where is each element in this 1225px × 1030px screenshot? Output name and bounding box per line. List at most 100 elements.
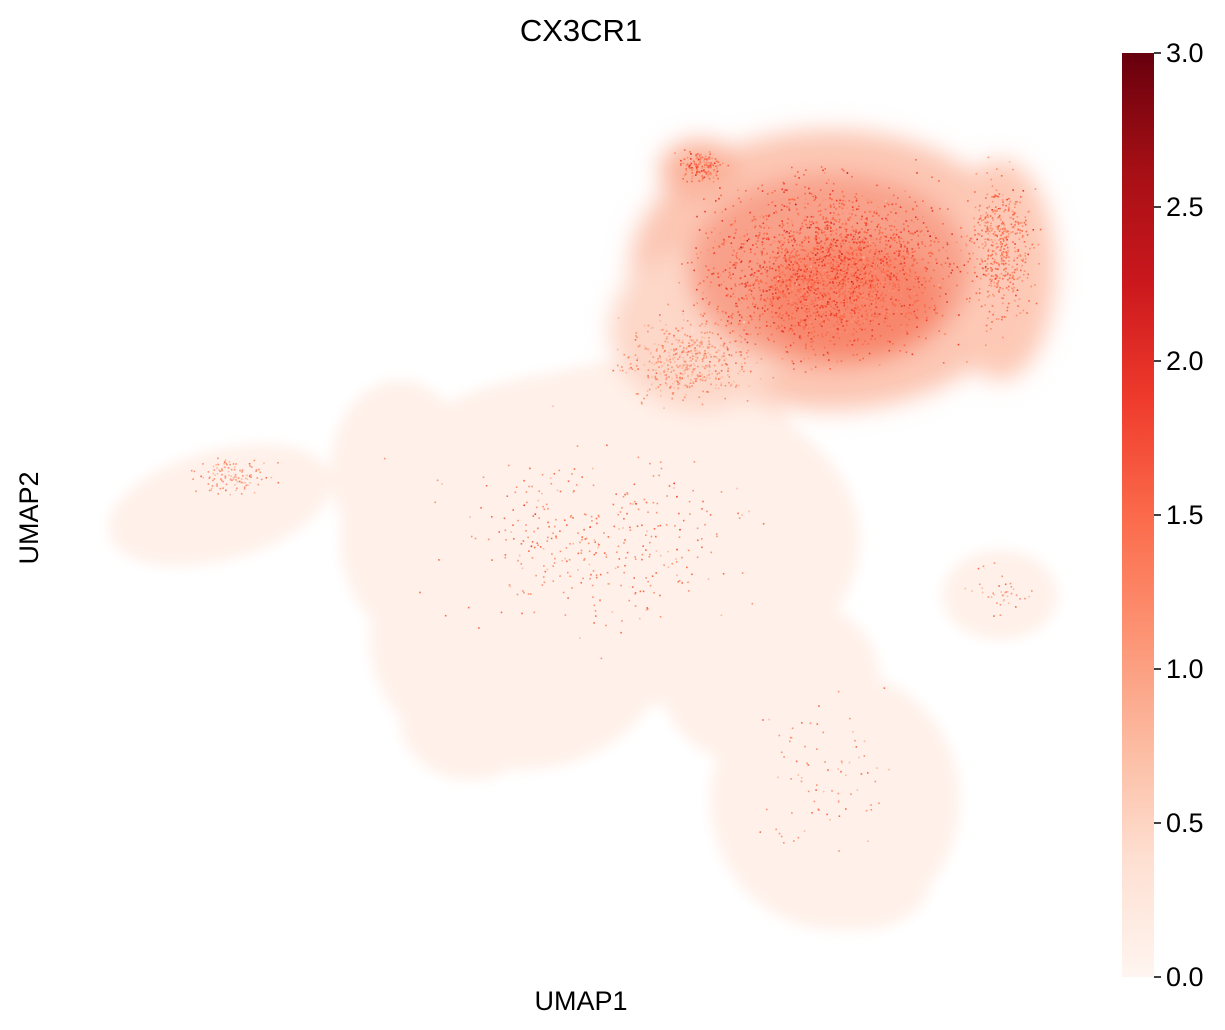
cell-point (804, 319, 806, 322)
cell-point (566, 524, 568, 526)
cell-point (701, 179, 704, 181)
cell-point (848, 287, 851, 290)
cell-point (817, 271, 820, 274)
cell-point (676, 574, 678, 577)
cell-point (797, 836, 800, 839)
cell-point (804, 250, 807, 252)
cell-point (1019, 276, 1021, 279)
cell-point (807, 281, 809, 283)
cell-point (704, 379, 707, 382)
cell-point (862, 322, 865, 325)
cell-point (864, 237, 867, 240)
cell-point (756, 240, 759, 242)
cell-point (839, 283, 842, 285)
cell-point (789, 288, 791, 290)
cell-point (893, 290, 895, 292)
cell-point (799, 287, 801, 290)
cell-point (860, 218, 863, 220)
cell-point (532, 515, 535, 517)
cell-point (675, 339, 677, 341)
cell-point (870, 239, 873, 241)
cell-point (645, 347, 647, 350)
cell-point (799, 232, 801, 234)
cell-point (491, 559, 493, 561)
cell-point (628, 599, 631, 602)
cell-point (781, 220, 783, 222)
cell-point (810, 255, 812, 257)
cell-point (922, 216, 924, 218)
cell-point (930, 277, 932, 280)
cell-point (799, 335, 801, 337)
cell-point (1024, 216, 1027, 218)
cell-point (987, 216, 990, 218)
cell-point (855, 304, 857, 306)
cell-point (807, 278, 809, 281)
cell-point (951, 269, 954, 272)
cell-point (844, 200, 846, 202)
cell-point (807, 764, 810, 766)
cell-point (843, 277, 845, 280)
cell-point (514, 491, 517, 494)
cell-point (826, 228, 829, 230)
cell-point (566, 560, 568, 563)
cell-point (984, 245, 986, 247)
cell-point (851, 344, 854, 346)
cell-point (702, 346, 704, 348)
cell-point (844, 269, 847, 272)
cell-point (906, 332, 909, 335)
cell-point (833, 250, 835, 252)
cell-point (749, 260, 751, 262)
cell-point (851, 252, 854, 255)
cell-point (827, 237, 829, 240)
cell-point (627, 357, 629, 359)
cell-point (713, 227, 716, 230)
cell-point (754, 280, 757, 282)
cell-point (673, 487, 675, 489)
cell-point (738, 314, 741, 316)
cell-point (909, 232, 911, 235)
cell-point (828, 250, 830, 252)
cell-point (864, 222, 866, 224)
cell-point (811, 300, 813, 302)
cell-point (836, 239, 838, 242)
cell-point (963, 264, 966, 266)
cell-point (984, 221, 987, 224)
cell-point (903, 273, 905, 275)
cell-point (854, 282, 856, 284)
cell-point (865, 300, 868, 303)
cell-point (655, 511, 658, 514)
cell-point (836, 234, 839, 237)
cell-point (803, 305, 806, 307)
cell-point (821, 294, 824, 296)
cell-point (817, 296, 820, 299)
cell-point (233, 468, 236, 471)
cell-point (912, 251, 914, 253)
cell-point (987, 248, 990, 251)
cell-point (809, 257, 811, 260)
cell-point (212, 465, 215, 468)
cell-point (886, 203, 888, 205)
cell-point (861, 306, 864, 308)
cell-point (1016, 263, 1018, 266)
cell-point (960, 235, 963, 238)
cell-point (837, 284, 839, 286)
cell-point (260, 478, 263, 481)
cell-point (746, 293, 749, 295)
cell-point (951, 233, 953, 235)
cell-point (837, 269, 839, 271)
cell-point (846, 207, 848, 209)
cell-point (810, 251, 812, 253)
cell-point (833, 300, 836, 302)
cell-point (715, 377, 717, 380)
cell-point (760, 273, 762, 275)
cell-point (911, 232, 913, 235)
cell-point (990, 267, 992, 269)
cell-point (771, 316, 774, 318)
cell-point (794, 256, 796, 259)
cell-point (650, 327, 653, 329)
cell-point (790, 261, 792, 263)
cell-point (789, 259, 791, 262)
cell-point (234, 475, 237, 477)
cell-point (978, 583, 981, 586)
cell-point (642, 545, 644, 547)
